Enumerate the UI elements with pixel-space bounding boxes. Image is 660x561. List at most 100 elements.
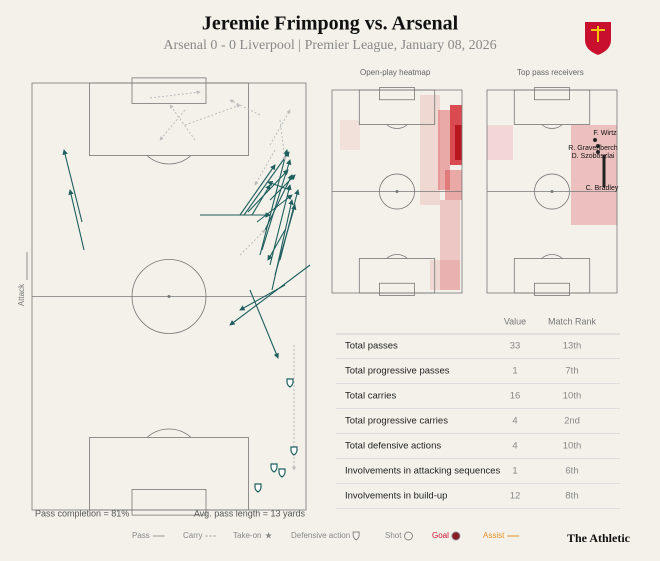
avg-pass-length: Avg. pass length = 13 yards: [194, 508, 306, 518]
legend-item: Take-on: [233, 531, 261, 540]
pitch: [331, 87, 463, 296]
stat-rank: 2nd: [564, 416, 580, 427]
pass: [259, 149, 289, 256]
penalty-box: [513, 89, 591, 125]
penalty-arc: [541, 254, 563, 259]
stat-value: 12: [510, 491, 521, 502]
club-crest: [585, 22, 611, 55]
centre-spot: [550, 190, 554, 193]
receiver-label: C. Bradley: [586, 185, 619, 192]
heat-cell: [445, 170, 462, 200]
legend-item: Assist: [483, 531, 505, 540]
centre-circle: [379, 173, 415, 210]
heat-cell: [438, 110, 450, 190]
legend-item: Carry: [183, 531, 203, 540]
receiver-label: D. Szoboszlai: [572, 153, 615, 160]
pass: [256, 194, 293, 223]
stat-rank: 8th: [565, 491, 578, 502]
centre-spot: [395, 190, 399, 193]
receiver-label: F. Wirtz: [593, 130, 617, 137]
heat-cell: [340, 120, 360, 150]
legend-icon: ★: [264, 530, 272, 540]
six-yard-box: [534, 282, 570, 296]
column-header: Match Rank: [548, 316, 597, 326]
pass: [251, 184, 271, 216]
carry: [239, 229, 266, 256]
six-yard-box: [131, 77, 207, 104]
pass: [243, 151, 290, 216]
six-yard-box: [379, 282, 415, 296]
penalty-arc: [386, 254, 408, 259]
stat-label: Involvements in attacking sequences: [345, 466, 501, 477]
legend-icon: [451, 531, 461, 541]
stat-value: 4: [512, 441, 517, 452]
receiver-label: R. Gravenberch: [568, 145, 618, 152]
receiver-dot: [596, 144, 600, 148]
penalty-arc: [541, 124, 563, 129]
legend-item: Shot: [385, 531, 402, 540]
six-yard-box: [379, 87, 415, 101]
pass: [229, 264, 311, 326]
stat-rank: 6th: [565, 466, 578, 477]
attack-label: Attack: [17, 283, 26, 306]
defensive-action: [290, 446, 298, 456]
subtitle: Arsenal 0 - 0 Liverpool | Premier League…: [163, 38, 496, 53]
stat-rank: 13th: [563, 341, 582, 352]
pass: [249, 289, 279, 359]
penalty-arc: [146, 428, 192, 438]
stat-label: Total defensive actions: [345, 441, 441, 452]
stat-value: 4: [512, 416, 517, 427]
penalty-box: [358, 89, 436, 125]
legend-item: Pass: [132, 531, 150, 540]
stat-label: Total passes: [345, 341, 398, 352]
pitch: [31, 77, 307, 516]
penalty-box: [89, 82, 249, 156]
stat-label: Total carries: [345, 391, 396, 402]
pass: [267, 229, 286, 261]
carry: [159, 109, 186, 141]
receiver-zone: [487, 125, 513, 160]
receivers-title: Top pass receivers: [517, 68, 584, 77]
column-header: Value: [504, 316, 526, 326]
stat-label: Involvements in build-up: [345, 491, 447, 502]
pitch: [486, 87, 618, 296]
centre-circle: [131, 259, 207, 334]
receiver-dot: [596, 150, 600, 154]
penalty-arc: [386, 124, 408, 129]
penalty-box: [358, 258, 436, 294]
stat-rank: 7th: [565, 366, 578, 377]
carry: [169, 104, 196, 141]
carry: [229, 99, 261, 116]
pass: [62, 149, 83, 223]
legend-icon: [403, 531, 413, 541]
carry: [184, 104, 241, 126]
receiver-dot: [593, 138, 597, 142]
six-yard-box: [534, 87, 570, 101]
penalty-box: [89, 437, 249, 511]
pass: [239, 284, 286, 311]
defensive-action: [254, 483, 262, 493]
heat-core: [455, 125, 462, 160]
carry: [254, 149, 276, 186]
penalty-arc: [146, 155, 192, 165]
pass: [239, 164, 276, 216]
pass: [279, 189, 300, 261]
stat-rank: 10th: [563, 391, 582, 402]
carry: [149, 90, 201, 99]
stat-label: Total progressive carries: [345, 416, 448, 427]
stat-value: 1: [512, 466, 517, 477]
stat-value: 33: [510, 341, 521, 352]
legend-item: Goal: [432, 531, 449, 540]
defensive-action: [270, 463, 278, 473]
centre-spot: [167, 295, 171, 298]
pass: [269, 174, 296, 201]
pass: [247, 169, 289, 213]
heat-cell: [420, 95, 440, 205]
penalty-box: [513, 258, 591, 294]
stat-label: Total progressive passes: [345, 366, 450, 377]
defensive-action: [286, 378, 294, 388]
six-yard-box: [131, 489, 207, 516]
title: Jeremie Frimpong vs. Arsenal: [202, 13, 459, 35]
pass: [261, 159, 292, 251]
